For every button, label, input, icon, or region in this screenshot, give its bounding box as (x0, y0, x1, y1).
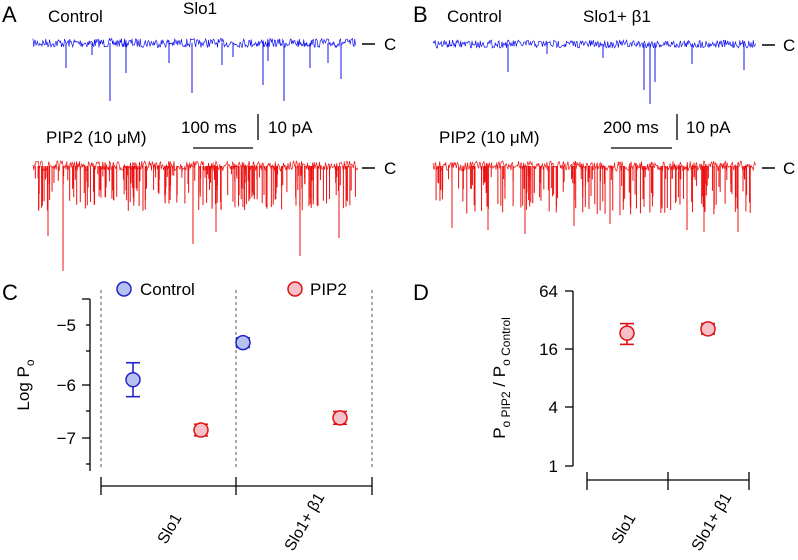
legend-pip2-label: PIP2 (310, 280, 347, 299)
panel-c-y-axis-title: Log Po (14, 359, 37, 410)
panel-d-ytick-label: 1 (549, 457, 558, 476)
panel-a-pip2-label: PIP2 (10 μM) (46, 128, 147, 147)
trace-a-pip2 (32, 160, 359, 271)
data-point (125, 371, 141, 388)
data-point (700, 321, 716, 337)
panel-d-y-axis (565, 290, 574, 467)
trace-noise (432, 160, 756, 172)
panel-a-control-label: Control (48, 7, 103, 26)
trace-b-control (432, 39, 756, 104)
legend-control-marker (116, 281, 132, 297)
panel-b-control-label: Control (447, 7, 502, 26)
panel-c-plot-area (125, 334, 348, 438)
panel-d-ytick-label: 4 (549, 398, 558, 417)
trace-b-pip2 (432, 160, 756, 234)
panel-c-x-axis (100, 477, 373, 495)
closed-label-a1: C (384, 35, 396, 54)
legend-control-label: Control (140, 280, 195, 299)
panel-d-category-label: Slo1+ β1 (689, 490, 736, 554)
trace-noise (432, 39, 756, 49)
data-point (619, 325, 635, 341)
panel-c-ytick-label: −5 (57, 316, 76, 335)
panel-a-construct-label: Slo1 (183, 0, 217, 18)
panel-letter-b: B (413, 2, 428, 27)
panel-letter-d: D (413, 280, 429, 305)
panel-c-category-label: Slo1 (155, 511, 186, 547)
panel-c-legend: Control PIP2 (116, 280, 347, 299)
panel-letter-a: A (2, 2, 17, 27)
panel-d-category-label: Slo1 (609, 511, 640, 547)
legend-pip2-marker (287, 281, 303, 297)
panel-b-scale-current: 10 pA (686, 118, 731, 137)
panel-d-y-axis-title: Po PIP2 / Po Control (490, 317, 513, 439)
closed-label-a2: C (384, 159, 396, 178)
panel-d-ytick-label: 64 (539, 282, 558, 301)
panel-a-scale-current: 10 pA (268, 118, 313, 137)
panel-d-ytick-label: 16 (539, 340, 558, 359)
panel-d-plot-area (619, 321, 716, 346)
data-point (235, 334, 251, 351)
panel-c-ytick-label: −7 (57, 429, 76, 448)
panel-c-ytick-label: −6 (57, 376, 76, 395)
data-point (193, 422, 209, 438)
trace-noise (32, 37, 356, 49)
panel-letter-c: C (2, 280, 18, 305)
panel-d-x-axis (586, 472, 750, 490)
trace-a-control (32, 37, 356, 101)
panel-a-scale-time: 100 ms (181, 118, 237, 137)
panel-b-construct-label: Slo1+ β1 (583, 7, 651, 26)
closed-label-b1: C (783, 36, 795, 55)
closed-label-b2: C (783, 159, 795, 178)
panel-b-pip2-label: PIP2 (10 μM) (439, 128, 540, 147)
panel-b-scale-time: 200 ms (603, 118, 659, 137)
data-point (332, 410, 348, 426)
panel-c-category-label: Slo1+ β1 (282, 490, 329, 554)
panel-c-y-axis (82, 298, 91, 471)
